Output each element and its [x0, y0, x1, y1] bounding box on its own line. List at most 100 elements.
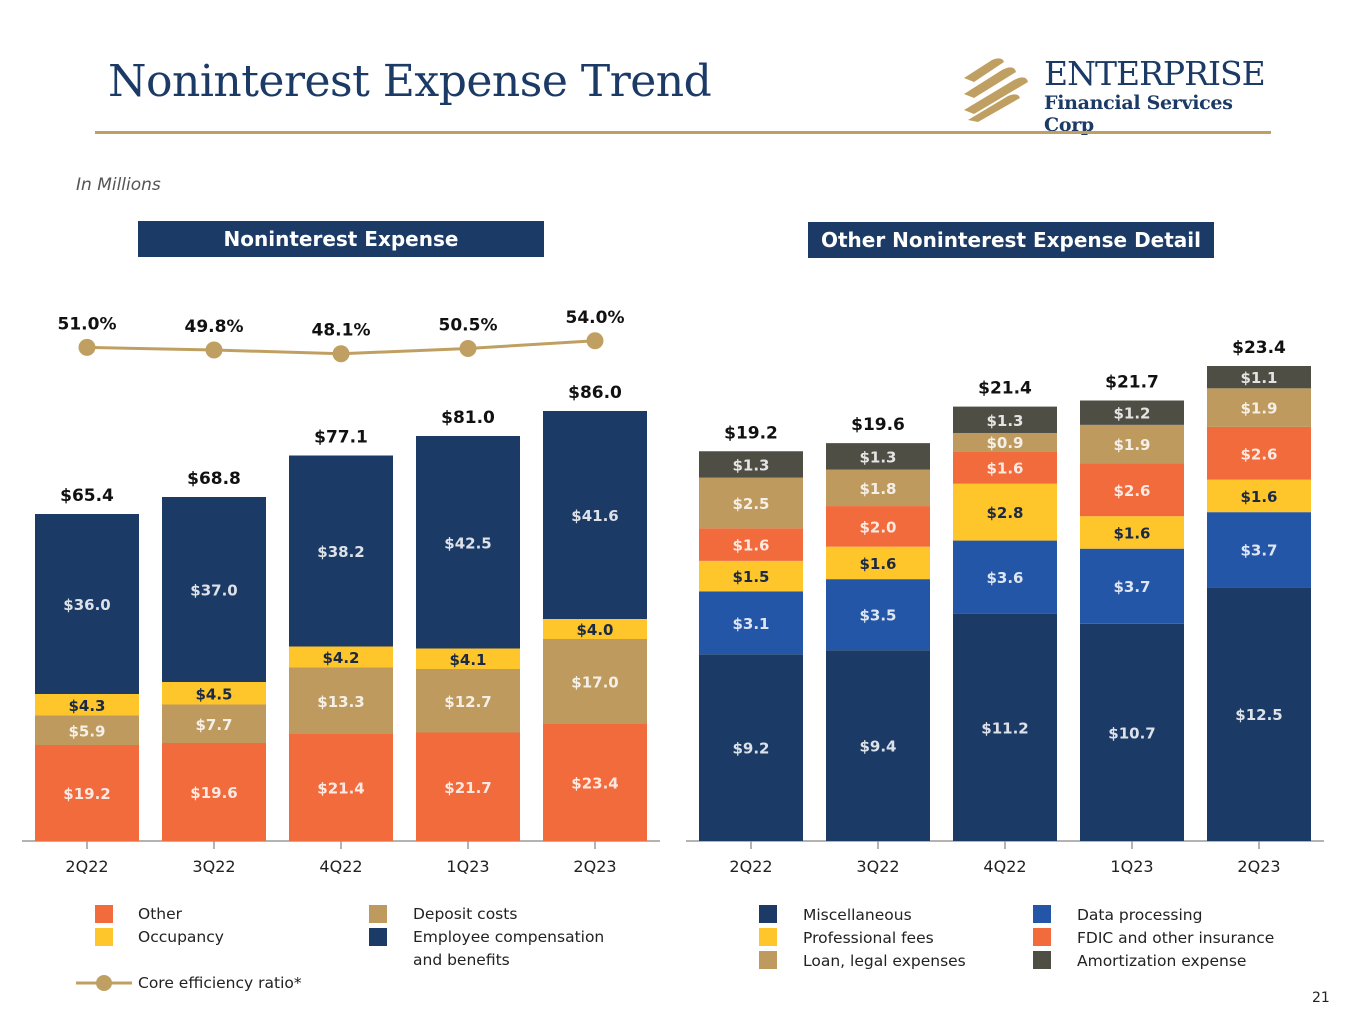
legend-swatch-amortization [1033, 951, 1051, 969]
legend-label-fdic: FDIC and other insurance [1077, 929, 1275, 947]
segment-label: $11.2 [981, 719, 1028, 737]
efficiency-ratio-point [586, 332, 604, 350]
efficiency-ratio-label: 50.5% [439, 315, 498, 335]
legend-label-core-efficiency: Core efficiency ratio* [138, 974, 302, 992]
segment-label: $1.9 [1113, 436, 1150, 454]
segment-label: $1.6 [859, 555, 896, 573]
efficiency-ratio-point [205, 341, 223, 359]
segment-label: $1.1 [1240, 369, 1277, 387]
x-tick-label: 4Q22 [319, 857, 362, 876]
bar-segment-loan-legal-expenses-1q23 [1080, 424, 1184, 464]
bar-segment-data-processing-2q23 [1207, 512, 1311, 588]
bar-segment-amortization-expense-4q22 [953, 406, 1057, 433]
bar-segment-data-processing-2q22 [699, 591, 803, 655]
bar-segment-loan-legal-expenses-2q23 [1207, 388, 1311, 427]
segment-label: $4.0 [576, 621, 613, 639]
bar-segment-employee-compensation-and-benefits-4q22 [289, 455, 393, 647]
segment-label: $23.4 [571, 775, 618, 793]
segment-label: $1.3 [859, 448, 896, 466]
bar-segment-occupancy-3q22 [162, 682, 266, 705]
segment-label: $1.6 [1240, 488, 1277, 506]
legend-label-other: Other [138, 905, 183, 923]
segment-label: $0.9 [986, 434, 1023, 452]
segment-label: $4.5 [195, 685, 232, 703]
total-label: $19.6 [851, 415, 905, 435]
bar-segment-loan-legal-expenses-2q22 [699, 477, 803, 529]
segment-label: $3.7 [1240, 542, 1277, 560]
bar-segment-employee-compensation-and-benefits-3q22 [162, 497, 266, 682]
segment-label: $1.9 [1240, 400, 1277, 418]
bar-segment-deposit-costs-1q23 [416, 669, 520, 733]
bar-segment-other-1q23 [416, 732, 520, 841]
segment-label: $38.2 [317, 543, 364, 561]
bar-segment-professional-fees-4q22 [953, 483, 1057, 541]
bar-segment-other-2q23 [543, 724, 647, 841]
efficiency-ratio-point [332, 345, 350, 363]
segment-label: $1.6 [986, 459, 1023, 477]
x-tick-label: 1Q23 [446, 857, 489, 876]
segment-label: $3.7 [1113, 578, 1150, 596]
legend-swatch-data-processing [1033, 905, 1051, 923]
bar-segment-miscellaneous-2q23 [1207, 587, 1311, 841]
bar-segment-data-processing-1q23 [1080, 548, 1184, 624]
bar-segment-amortization-expense-1q23 [1080, 400, 1184, 425]
efficiency-ratio-label: 51.0% [58, 314, 117, 334]
segment-label: $12.7 [444, 693, 491, 711]
page-number: 21 [1312, 990, 1330, 1006]
x-tick-label: 2Q22 [729, 857, 772, 876]
units-note: In Millions [76, 175, 161, 195]
bar-segment-deposit-costs-2q23 [543, 639, 647, 724]
segment-label: $1.6 [732, 537, 769, 555]
segment-label: $2.8 [986, 504, 1023, 522]
segment-label: $9.2 [732, 740, 769, 758]
legend-swatch-miscellaneous [759, 905, 777, 923]
legend-swatch-professional-fees [759, 928, 777, 946]
segment-label: $4.1 [449, 651, 486, 669]
segment-label: $1.8 [859, 480, 896, 498]
title-divider [95, 131, 1271, 134]
bar-segment-other-3q22 [162, 743, 266, 841]
segment-label: $3.6 [986, 569, 1023, 587]
legend-label-data-processing: Data processing [1077, 906, 1203, 924]
bar-segment-other-2q22 [35, 745, 139, 841]
bar-segment-occupancy-4q22 [289, 646, 393, 668]
legend-swatch-loan-legal [759, 951, 777, 969]
efficiency-ratio-point [459, 339, 477, 357]
bar-segment-miscellaneous-4q22 [953, 613, 1057, 841]
x-tick-label: 3Q22 [192, 857, 235, 876]
bar-segment-professional-fees-2q23 [1207, 479, 1311, 513]
bar-segment-employee-compensation-and-benefits-2q23 [543, 411, 647, 619]
enterprise-stripes-logo-icon [964, 58, 1028, 122]
legend-swatch-deposit-costs [369, 905, 387, 923]
segment-label: $9.4 [859, 738, 896, 756]
legend-label-employee-comp: Employee compensation [413, 928, 605, 946]
segment-label: $1.3 [986, 412, 1023, 430]
segment-label: $2.5 [732, 495, 769, 513]
legend-label-professional-fees: Professional fees [803, 929, 934, 947]
legend-label-deposit-costs: Deposit costs [413, 905, 518, 923]
segment-label: $2.6 [1113, 482, 1150, 500]
segment-label: $7.7 [195, 716, 232, 734]
bar-segment-amortization-expense-2q23 [1207, 366, 1311, 389]
segment-label: $36.0 [63, 596, 110, 614]
left-chart-header: Noninterest Expense [138, 221, 544, 257]
bar-segment-occupancy-2q22 [35, 694, 139, 716]
legend-swatch-occupancy [95, 928, 113, 946]
segment-label: $37.0 [190, 582, 237, 600]
efficiency-ratio-label: 54.0% [566, 308, 625, 328]
legend-label-loan-legal: Loan, legal expenses [803, 952, 966, 970]
bar-segment-fdic-and-other-insurance-2q23 [1207, 426, 1311, 480]
total-label: $77.1 [314, 428, 368, 448]
bar-segment-deposit-costs-3q22 [162, 704, 266, 743]
segment-label: $1.6 [1113, 524, 1150, 542]
bar-segment-data-processing-3q22 [826, 579, 930, 651]
efficiency-ratio-label: 49.8% [185, 317, 244, 337]
bar-segment-fdic-and-other-insurance-2q22 [699, 528, 803, 561]
legend-swatch-fdic [1033, 928, 1051, 946]
bar-segment-professional-fees-1q23 [1080, 516, 1184, 549]
total-label: $21.7 [1105, 373, 1159, 393]
bar-segment-employee-compensation-and-benefits-2q22 [35, 514, 139, 694]
bar-segment-employee-compensation-and-benefits-1q23 [416, 436, 520, 649]
right-chart-header: Other Noninterest Expense Detail [808, 222, 1214, 258]
x-tick-label: 3Q22 [856, 857, 899, 876]
